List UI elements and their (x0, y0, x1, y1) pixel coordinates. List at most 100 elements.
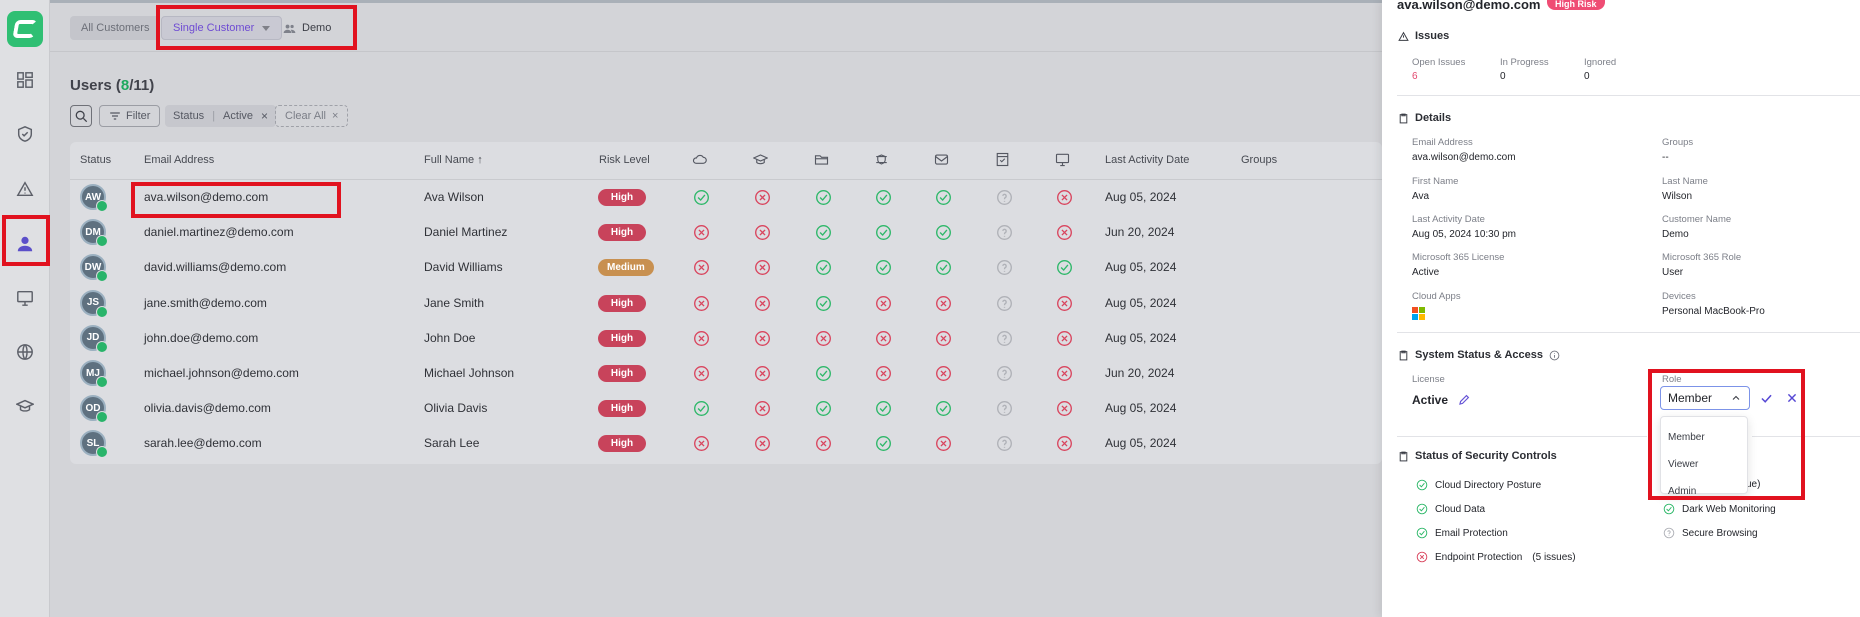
check-circle-icon[interactable] (815, 224, 832, 241)
x-circle-icon[interactable] (693, 259, 710, 276)
app-logo[interactable] (7, 11, 43, 47)
security-control-item[interactable]: Cloud Data (1416, 503, 1485, 515)
x-circle-icon[interactable] (754, 435, 771, 452)
email-cell[interactable]: olivia.davis@demo.com (144, 401, 271, 416)
x-circle-icon[interactable] (875, 365, 892, 382)
check-circle-icon[interactable] (935, 259, 952, 276)
x-circle-icon[interactable] (935, 435, 952, 452)
x-circle-icon[interactable] (935, 365, 952, 382)
globe-icon[interactable] (0, 329, 50, 375)
open-issues-value[interactable]: 6 (1412, 71, 1418, 82)
check-circle-icon[interactable] (875, 189, 892, 206)
graduation-cap-icon[interactable] (0, 383, 50, 429)
col-full-name[interactable]: Full Name ↑ (424, 154, 483, 166)
col-groups[interactable]: Groups (1241, 154, 1278, 166)
x-circle-icon[interactable] (935, 330, 952, 347)
clear-all-button[interactable]: Clear All × (275, 105, 349, 127)
x-circle-icon[interactable] (754, 259, 771, 276)
x-circle-icon[interactable] (693, 330, 710, 347)
col-risk[interactable]: Risk Level (599, 154, 650, 166)
x-circle-icon[interactable] (815, 330, 832, 347)
check-circle-icon[interactable] (875, 259, 892, 276)
x-circle-icon[interactable] (1056, 365, 1073, 382)
close-icon[interactable]: × (261, 109, 269, 123)
x-circle-icon[interactable] (754, 365, 771, 382)
x-circle-icon[interactable] (754, 189, 771, 206)
question-circle-icon[interactable] (996, 330, 1013, 347)
x-circle-icon[interactable] (754, 224, 771, 241)
security-control-item[interactable]: Secure Browsing (1663, 527, 1758, 539)
check-circle-icon[interactable] (815, 259, 832, 276)
customer-demo[interactable]: Demo (272, 16, 342, 40)
check-circle-icon[interactable] (875, 435, 892, 452)
mail-icon[interactable] (934, 152, 949, 167)
x-circle-icon[interactable] (754, 295, 771, 312)
table-row[interactable]: DW david.williams@demo.com David Williams M… (70, 250, 1382, 285)
role-option-member[interactable]: Member (1668, 432, 1705, 443)
cloud-icon[interactable] (692, 152, 707, 167)
table-row[interactable]: SL sarah.lee@demo.com Sarah Lee High Aug 05,… (70, 426, 1382, 461)
monitor-icon[interactable] (1055, 152, 1070, 167)
folder-icon[interactable] (814, 152, 829, 167)
checklist-icon[interactable] (995, 152, 1010, 167)
graduation-cap-icon[interactable] (752, 152, 769, 167)
check-circle-icon[interactable] (693, 400, 710, 417)
table-row[interactable]: JD john.doe@demo.com John Doe High Aug 05, 2… (70, 321, 1382, 356)
x-circle-icon[interactable] (1056, 189, 1073, 206)
check-circle-icon[interactable] (875, 400, 892, 417)
role-option-admin[interactable]: Admin (1668, 486, 1697, 497)
role-select[interactable]: Member (1660, 386, 1750, 410)
x-circle-icon[interactable] (693, 435, 710, 452)
table-row[interactable]: JS jane.smith@demo.com Jane Smith High Aug 0… (70, 286, 1382, 321)
info-icon[interactable] (1549, 350, 1560, 361)
col-status[interactable]: Status (80, 154, 112, 166)
x-circle-icon[interactable] (1056, 435, 1073, 452)
check-circle-icon[interactable] (815, 365, 832, 382)
x-circle-icon[interactable] (1056, 295, 1073, 312)
email-cell[interactable]: john.doe@demo.com (144, 330, 259, 345)
x-circle-icon[interactable] (875, 330, 892, 347)
table-row[interactable]: AW ava.wilson@demo.com Ava Wilson High Aug 0… (70, 180, 1382, 215)
col-email[interactable]: Email Address (144, 154, 215, 166)
question-circle-icon[interactable] (996, 259, 1013, 276)
check-circle-icon[interactable] (935, 400, 952, 417)
cancel-x-icon[interactable] (1786, 392, 1798, 404)
question-circle-icon[interactable] (996, 400, 1013, 417)
question-circle-icon[interactable] (996, 365, 1013, 382)
browser-shield-icon[interactable] (874, 152, 889, 167)
email-cell[interactable]: sarah.lee@demo.com (144, 436, 262, 451)
x-circle-icon[interactable] (875, 295, 892, 312)
email-cell[interactable]: michael.johnson@demo.com (144, 366, 299, 380)
monitor-icon[interactable] (0, 275, 50, 321)
x-circle-icon[interactable] (815, 435, 832, 452)
check-circle-icon[interactable] (935, 189, 952, 206)
confirm-check-icon[interactable] (1760, 392, 1773, 405)
table-row[interactable]: OD olivia.davis@demo.com Olivia Davis High A… (70, 391, 1382, 426)
x-circle-icon[interactable] (754, 330, 771, 347)
table-row[interactable]: MJ michael.johnson@demo.com Michael Johnso… (70, 356, 1382, 391)
question-circle-icon[interactable] (996, 435, 1013, 452)
security-control-item[interactable]: Email Protection (1416, 527, 1508, 539)
check-circle-icon[interactable] (815, 400, 832, 417)
question-circle-icon[interactable] (996, 189, 1013, 206)
filter-button[interactable]: Filter (99, 105, 161, 127)
microsoft-logo-icon[interactable] (1412, 307, 1425, 320)
status-filter-chip[interactable]: Status | Active × (165, 105, 277, 127)
role-option-viewer[interactable]: Viewer (1668, 459, 1699, 470)
x-circle-icon[interactable] (693, 295, 710, 312)
email-cell[interactable]: daniel.martinez@demo.com (144, 225, 294, 240)
security-control-item[interactable]: Endpoint Protection (5 issues) (1416, 551, 1576, 563)
x-circle-icon[interactable] (693, 365, 710, 382)
dashboard-icon[interactable] (0, 57, 50, 103)
check-circle-icon[interactable] (815, 295, 832, 312)
check-circle-icon[interactable] (815, 189, 832, 206)
security-control-item[interactable]: ssue) (1736, 479, 1760, 490)
shield-check-icon[interactable] (0, 111, 50, 157)
check-circle-icon[interactable] (875, 224, 892, 241)
email-cell[interactable]: ava.wilson@demo.com (144, 190, 269, 204)
warning-icon[interactable] (0, 166, 50, 212)
edit-pencil-icon[interactable] (1458, 393, 1471, 406)
check-circle-icon[interactable] (935, 224, 952, 241)
col-last-activity[interactable]: Last Activity Date (1105, 154, 1190, 166)
x-circle-icon[interactable] (1056, 400, 1073, 417)
